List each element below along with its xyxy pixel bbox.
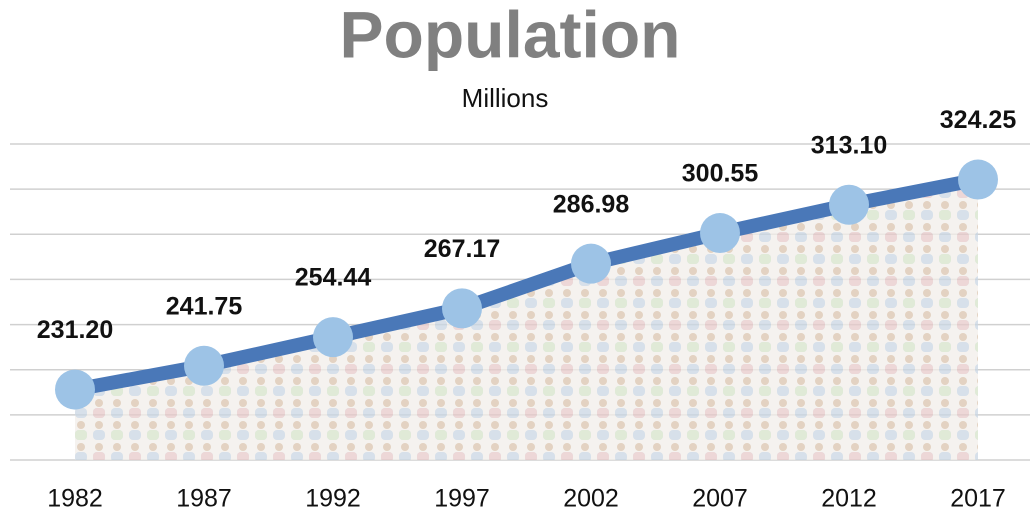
marker: [184, 345, 224, 386]
marker: [442, 288, 482, 329]
value-label: 241.75: [166, 292, 243, 320]
x-tick-label: 2007: [692, 485, 748, 513]
value-label: 324.25: [940, 106, 1017, 134]
marker: [958, 159, 998, 200]
x-tick-label: 2002: [563, 485, 619, 513]
marker: [55, 369, 95, 410]
chart-subtitle: Millions: [462, 83, 549, 113]
x-tick-label: 2017: [950, 485, 1006, 513]
value-label: 267.17: [424, 235, 500, 263]
line: [73, 172, 980, 397]
x-tick-label: 1987: [176, 485, 232, 513]
chart-title: Population: [340, 0, 681, 71]
x-tick-label: 2012: [821, 485, 877, 513]
marker: [700, 213, 740, 254]
marker: [829, 184, 869, 225]
x-tick-label: 1992: [305, 485, 361, 513]
value-label: 300.55: [682, 160, 759, 188]
marker: [571, 243, 611, 284]
area: [75, 179, 978, 461]
value-label: 313.10: [811, 131, 887, 159]
value-label: 286.98: [553, 190, 630, 218]
marker: [313, 317, 353, 358]
value-label: 231.20: [37, 316, 113, 344]
x-tick-label: 1982: [47, 485, 103, 513]
value-label: 254.44: [295, 264, 372, 292]
x-tick-label: 1997: [434, 485, 490, 513]
